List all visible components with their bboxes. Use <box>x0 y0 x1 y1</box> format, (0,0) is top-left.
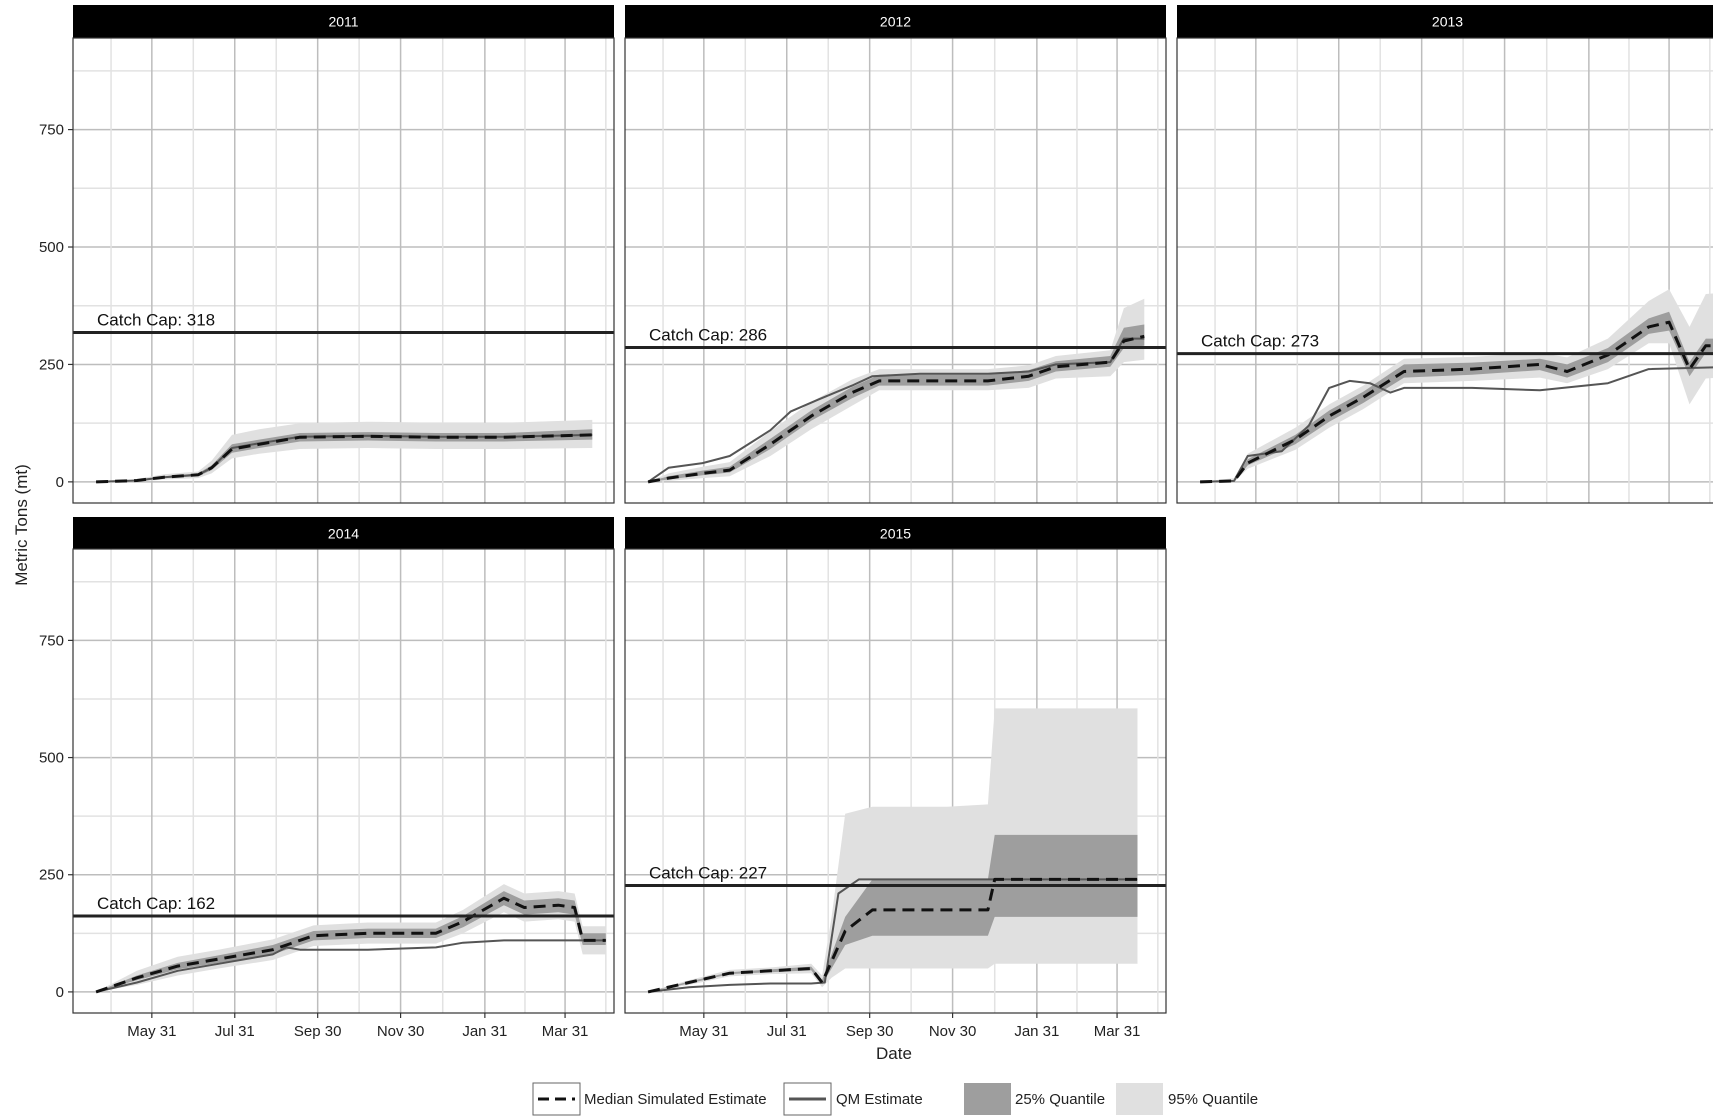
band-95-quantile <box>648 708 1138 992</box>
y-axis-title: Metric Tons (mt) <box>12 464 31 586</box>
x-tick-label: Jan 31 <box>462 1023 507 1040</box>
median-simulated-line <box>647 334 1145 484</box>
strip-2014 <box>73 517 614 550</box>
median-simulated-line <box>1200 320 1713 484</box>
y-tick-label: 750 <box>39 122 64 139</box>
y-tick-label: 500 <box>39 239 64 256</box>
median-simulated-line <box>95 896 606 994</box>
median-simulated-line <box>96 433 593 484</box>
x-tick-label: Jul 31 <box>215 1023 255 1040</box>
grid <box>73 38 614 503</box>
legend: Median Simulated Estimate QM Estimate 25% … <box>532 1082 1258 1116</box>
x-tick-label: Nov 30 <box>377 1023 425 1040</box>
panel-border <box>624 37 1167 504</box>
panel-data <box>96 419 593 484</box>
panels-layer: 2011 Catch Cap: 318 0 250 500 750 2012 Catch Ca… <box>39 5 1713 1040</box>
x-tick-label: Jul 31 <box>767 1023 807 1040</box>
panel-data <box>647 708 1138 994</box>
qm-estimate-line <box>95 939 606 993</box>
strip-2013 <box>1177 5 1713 38</box>
strip-2011 <box>73 5 614 38</box>
panel-border <box>72 37 615 504</box>
band-95-quantile <box>648 298 1145 482</box>
x-tick-label: May 31 <box>127 1023 176 1040</box>
x-axis-title: Date <box>876 1044 912 1063</box>
catch-cap-label: Catch Cap: 273 <box>1201 332 1319 351</box>
y-tick-label: 250 <box>39 867 64 884</box>
qm-estimate-line <box>1200 366 1713 483</box>
strip-label-2013: 2013 <box>1432 14 1463 30</box>
catch-cap-label: Catch Cap: 162 <box>97 894 215 913</box>
x-tick-label: Sep 30 <box>846 1023 894 1040</box>
panel-border <box>624 548 1167 1014</box>
panel-2013: 2013 Catch Cap: 273 <box>1176 5 1713 504</box>
strip-label-2011: 2011 <box>328 14 358 30</box>
legend-key-swatch <box>1116 1083 1163 1115</box>
strip-2015 <box>625 517 1166 550</box>
legend-label: 25% Quantile <box>1015 1091 1105 1108</box>
y-tick-label: 750 <box>39 632 64 649</box>
band-25-quantile <box>648 834 1138 992</box>
strip-label-2012: 2012 <box>880 14 911 30</box>
panel-data <box>647 298 1145 484</box>
legend-item-q25: 25% Quantile <box>964 1083 1105 1115</box>
legend-label: QM Estimate <box>836 1091 923 1108</box>
panel-2014: 2014 Catch Cap: 162 0 250 500 750 May 31 Jul 31… <box>39 517 615 1040</box>
legend-item-q95: 95% Quantile <box>1116 1083 1258 1115</box>
panel-border <box>72 548 615 1014</box>
y-tick-label: 0 <box>56 984 64 1001</box>
x-tick-label: Nov 30 <box>929 1023 977 1040</box>
strip-label-2014: 2014 <box>328 526 359 542</box>
panel-2011: 2011 Catch Cap: 318 0 250 500 750 <box>39 5 615 504</box>
band-25-quantile <box>96 429 593 482</box>
x-tick-label: Mar 31 <box>1094 1023 1141 1040</box>
panel-border <box>1176 37 1713 504</box>
panel-2015: 2015 Catch Cap: 227 May 31 Jul 31 Sep 30 Nov … <box>624 517 1167 1040</box>
legend-key-swatch <box>964 1083 1011 1115</box>
y-tick-label: 250 <box>39 356 64 373</box>
strip-2012 <box>625 5 1166 38</box>
legend-label: 95% Quantile <box>1168 1091 1258 1108</box>
grid <box>625 38 1166 503</box>
x-tick-label: May 31 <box>679 1023 728 1040</box>
strip-label-2015: 2015 <box>880 526 911 542</box>
y-tick-label: 0 <box>56 474 64 491</box>
panel-background <box>1177 38 1713 503</box>
catch-cap-label: Catch Cap: 318 <box>97 311 215 330</box>
x-tick-label: Mar 31 <box>542 1023 589 1040</box>
x-tick-label: Jan 31 <box>1014 1023 1059 1040</box>
panel-data <box>1200 289 1713 484</box>
grid <box>1177 38 1713 503</box>
legend-item-qm: QM Estimate <box>783 1082 923 1116</box>
legend-label: Median Simulated Estimate <box>584 1091 767 1108</box>
qm-estimate-line <box>647 878 1138 993</box>
catch-cap-label: Catch Cap: 227 <box>649 864 767 883</box>
band-25-quantile <box>1200 311 1713 482</box>
panel-background <box>625 38 1166 503</box>
legend-item-median: Median Simulated Estimate <box>532 1082 767 1116</box>
panel-2012: 2012 Catch Cap: 286 <box>624 5 1167 504</box>
y-tick-label: 500 <box>39 750 64 767</box>
catch-cap-label: Catch Cap: 286 <box>649 326 767 345</box>
x-tick-label: Sep 30 <box>294 1023 342 1040</box>
